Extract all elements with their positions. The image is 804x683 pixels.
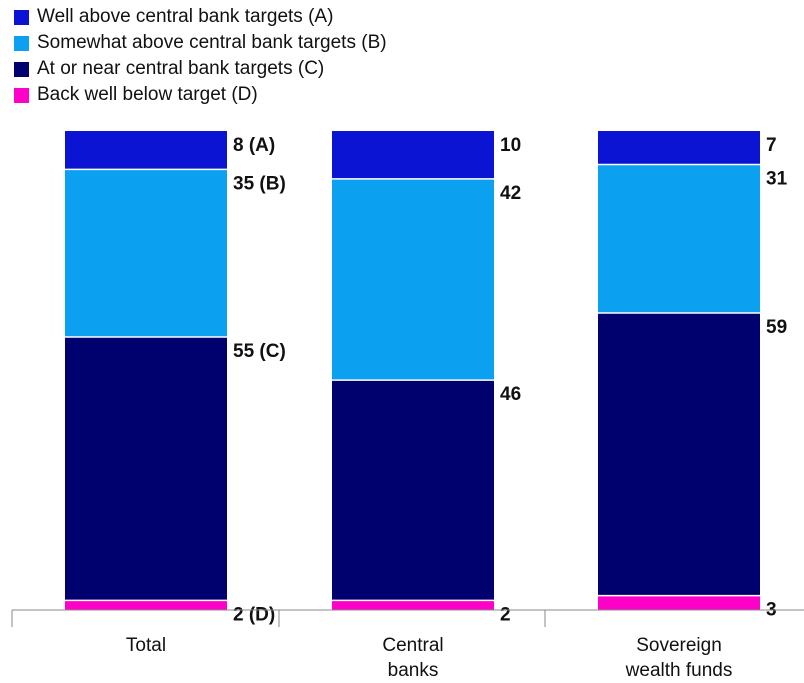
legend-label: Well above central bank targets (A): [37, 6, 334, 27]
legend-swatch: [14, 35, 29, 51]
data-label: 35 (B): [233, 173, 286, 194]
bar-segment: [598, 164, 760, 314]
legend-label: Somewhat above central bank targets (B): [37, 32, 387, 53]
bar-segment: [65, 169, 227, 337]
legend-label: At or near central bank targets (C): [37, 58, 325, 79]
bar-segment: [598, 131, 760, 165]
bar-segment: [332, 600, 494, 610]
bar-segment: [65, 131, 227, 170]
legend-item: At or near central bank targets (C): [14, 56, 387, 82]
data-label: 7: [766, 135, 777, 156]
legend-swatch: [14, 9, 29, 25]
data-label: 8 (A): [233, 135, 275, 156]
category-label: Total: [126, 635, 166, 656]
bar-segment: [332, 131, 494, 179]
bar-segment: [598, 595, 760, 610]
data-label: 31: [766, 169, 788, 190]
bar-segment: [332, 380, 494, 601]
legend-label: Back well below target (D): [37, 84, 258, 105]
data-label: 2: [500, 604, 511, 625]
data-label: 10: [500, 135, 521, 156]
category-label: banks: [388, 660, 439, 681]
legend-item: Well above central bank targets (A): [14, 4, 387, 30]
legend-swatch: [14, 87, 29, 103]
data-label: 55 (C): [233, 341, 286, 362]
legend-item: Somewhat above central bank targets (B): [14, 30, 387, 56]
legend-swatch: [14, 61, 29, 77]
category-label: Sovereign: [636, 635, 722, 656]
bar-segment: [65, 600, 227, 610]
category-label: Central: [382, 635, 443, 656]
bar-segment: [332, 178, 494, 381]
data-label: 46: [500, 384, 521, 405]
data-label: 59: [766, 317, 787, 338]
category-label: wealth funds: [625, 660, 733, 681]
legend-item: Back well below target (D): [14, 82, 387, 108]
bar-segment: [65, 336, 227, 601]
data-label: 42: [500, 183, 521, 204]
data-label: 2 (D): [233, 604, 275, 625]
bar-segment: [598, 313, 760, 596]
legend: Well above central bank targets (A) Somew…: [14, 4, 387, 108]
